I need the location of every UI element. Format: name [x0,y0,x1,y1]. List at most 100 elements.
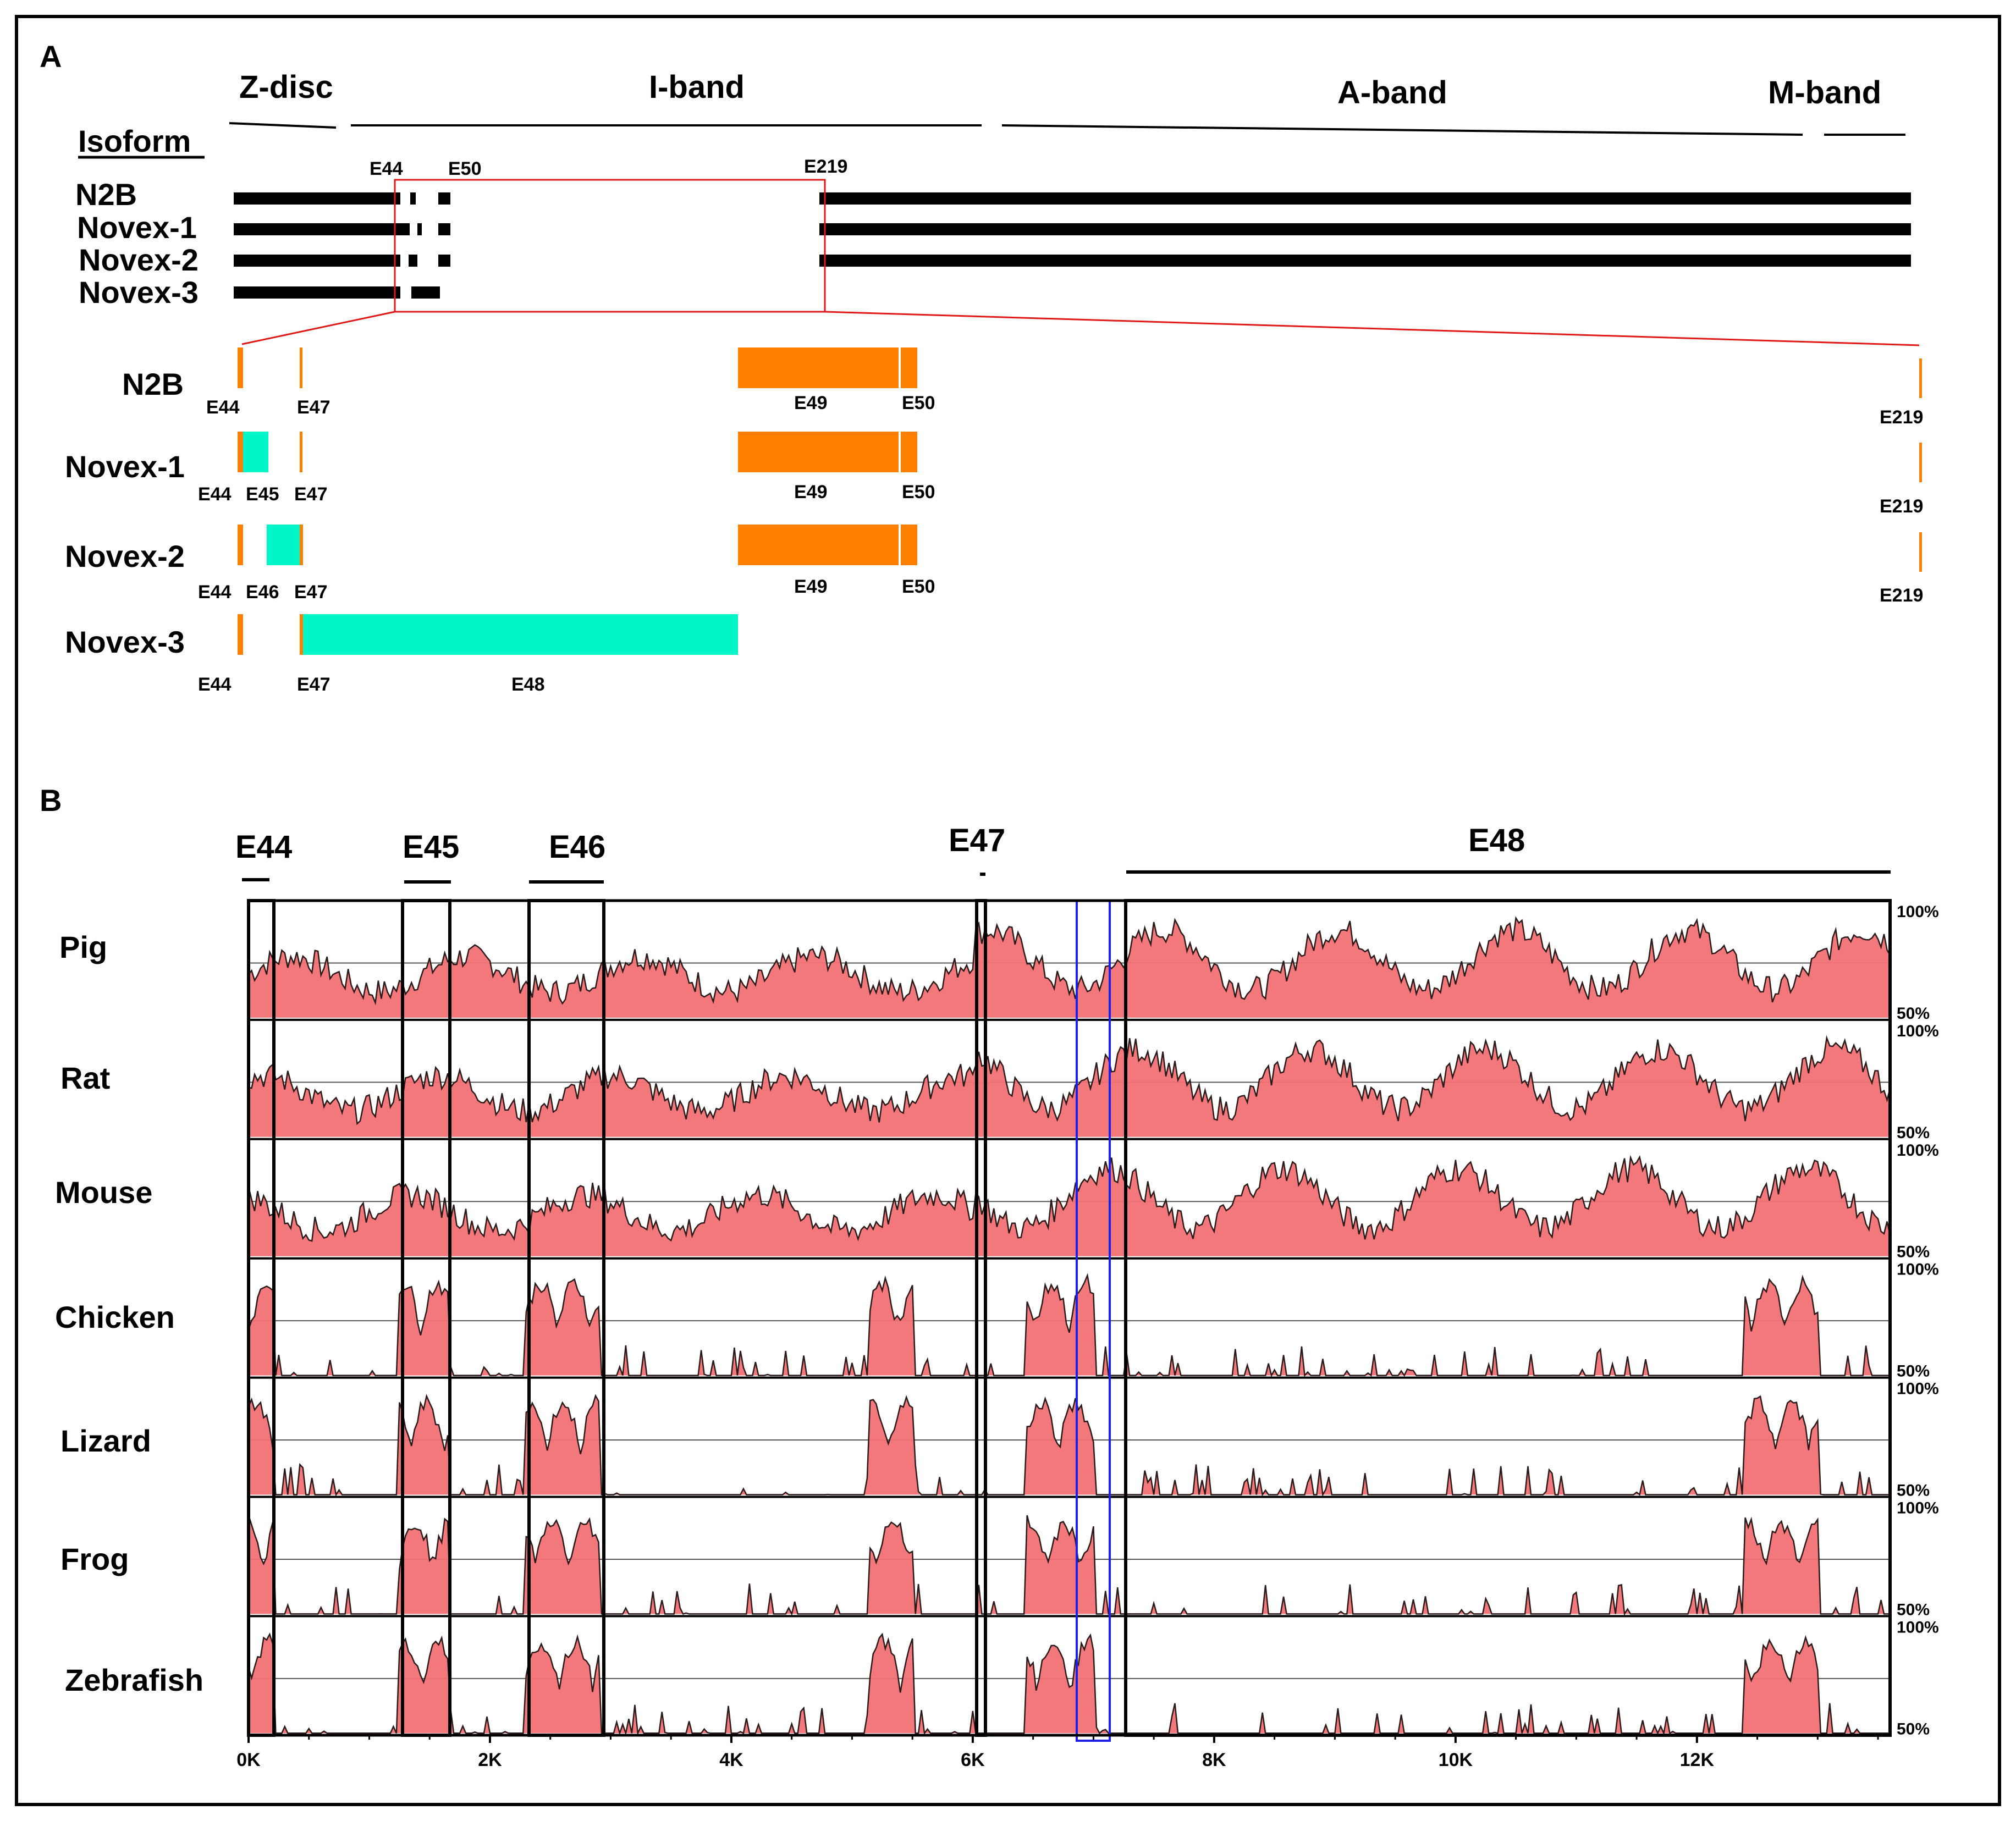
identity-line [248,1035,1891,1125]
svg-text:Chicken: Chicken [55,1300,175,1334]
svg-text:E44: E44 [198,484,232,505]
svg-text:E44: E44 [198,674,232,695]
conserved-area [249,918,1890,1018]
band-i-band: I-band [649,69,745,105]
track-pig [248,916,1891,1021]
x-tick-label: 10K [1439,1750,1473,1770]
pct-100: 100% [1897,1022,1939,1040]
band-m-band: M-band [1768,75,1881,111]
x-tick-label: 0K [236,1750,261,1770]
top-label-e219: E219 [804,156,847,177]
pct-50: 50% [1897,1362,1930,1381]
track-frog [247,1515,1890,1618]
bar-n2b [234,192,1911,205]
detail-label-novex-3: Novex-3 [65,625,185,659]
x-tick-label: 2K [478,1750,502,1770]
conserved-area [249,1634,1890,1734]
svg-text:E47: E47 [949,823,1005,858]
svg-text:E47: E47 [297,674,331,695]
pct-50: 50% [1897,1601,1930,1619]
svg-text:Rat: Rat [60,1061,110,1095]
panel-a-letter: A [40,39,62,74]
x-axis: 0K 2K 4K 6K 8K 10K 12K [236,1735,1879,1770]
isoform-heading: Isoform [78,124,191,158]
svg-text:E219: E219 [1880,496,1923,517]
svg-text:E47: E47 [297,397,331,418]
detail-label-novex-1: Novex-1 [65,449,185,484]
band-z-disc: Z-disc [239,69,333,105]
bar-novex-2 [234,255,1911,267]
pct-50: 50% [1897,1243,1930,1261]
percent-labels: 100%50%100%50%100%50%100%50%100%50%100%5… [1897,903,1939,1738]
pct-50: 50% [1897,1720,1930,1738]
pct-100: 100% [1897,1618,1939,1636]
svg-text:E46: E46 [246,582,279,603]
svg-text:E50: E50 [902,576,935,597]
identity-line [247,1155,1891,1242]
x-tick-label: 12K [1680,1750,1715,1770]
svg-text:E44: E44 [198,582,232,603]
x-tick-label: 6K [961,1750,985,1770]
plot-frame [247,899,1892,1737]
band-a-band: A-band [1337,75,1447,111]
pct-50: 50% [1897,1124,1930,1142]
detail-label-n2b: N2B [122,367,184,401]
svg-text:E219: E219 [1880,407,1923,428]
pct-100: 100% [1897,1261,1939,1279]
isoform-label-novex-1: Novex-1 [77,210,197,245]
svg-text:Mouse: Mouse [55,1175,152,1210]
pct-100: 100% [1897,1380,1939,1398]
svg-text:E47: E47 [294,484,328,505]
top-label-e50: E50 [448,158,482,179]
conserved-area [249,1395,1890,1495]
x-tick-label: 8K [1202,1750,1226,1770]
svg-text:E45: E45 [246,484,279,505]
pct-100: 100% [1897,903,1939,921]
exon-headers: E44 E45 E46 E47 E48 [235,823,1891,884]
svg-text:E50: E50 [902,482,935,503]
isoform-bars [234,192,1911,299]
identity-line [247,1632,1890,1736]
svg-text:E219: E219 [1880,585,1923,606]
svg-text:E50: E50 [902,393,935,413]
pct-100: 100% [1897,1499,1939,1518]
svg-text:E44: E44 [235,829,292,865]
svg-text:E44: E44 [206,397,240,418]
svg-text:E47: E47 [294,582,328,603]
conserved-area [249,1275,1890,1376]
svg-text:Pig: Pig [59,930,107,964]
svg-text:E48: E48 [1468,823,1525,858]
track-rat [248,1035,1891,1140]
species-labels: Pig Rat Mouse Chicken Lizard Frog Zebraf… [55,930,203,1697]
identity-line [247,1394,1890,1497]
pct-50: 50% [1897,1482,1930,1500]
svg-text:Lizard: Lizard [60,1423,151,1458]
exon-detail: N2B E44 E47 E49 E50 E219 Novex-1 E44 E45… [65,347,1923,695]
band-lines [229,122,1905,136]
svg-text:E45: E45 [403,829,459,865]
track-chicken [247,1273,1890,1379]
track-mouse [247,1155,1891,1260]
panel-b-letter: B [40,783,62,818]
isoform-label-novex-2: Novex-2 [79,242,199,277]
svg-text:E49: E49 [794,576,828,597]
svg-text:E48: E48 [511,674,545,695]
bar-novex-1 [234,223,1911,235]
identity-line [247,1273,1890,1378]
conserved-area [249,1038,1890,1137]
svg-text:E49: E49 [794,482,828,503]
svg-text:Frog: Frog [60,1542,129,1576]
svg-text:E49: E49 [794,393,828,413]
detail-label-novex-2: Novex-2 [65,539,185,573]
pct-50: 50% [1897,1005,1930,1023]
identity-line [247,1515,1890,1616]
isoform-label-novex-3: Novex-3 [79,275,199,310]
top-label-e44: E44 [370,158,403,179]
conserved-area [249,1515,1890,1614]
svg-text:E46: E46 [549,829,605,865]
bar-novex-3 [234,286,440,299]
figure-frame [15,15,2001,1806]
x-tick-label: 4K [719,1750,743,1770]
isoform-label-n2b: N2B [75,177,137,212]
